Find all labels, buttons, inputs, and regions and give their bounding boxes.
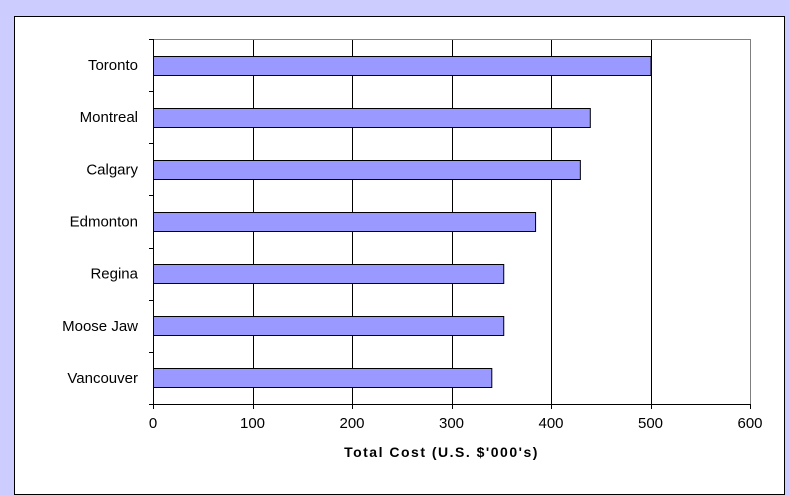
y-tick-label: Vancouver (67, 370, 138, 387)
x-axis-label: Total Cost (U.S. $'000's) (344, 444, 539, 460)
x-tick-label: 100 (240, 415, 265, 432)
bar-toronto (153, 56, 652, 76)
chart-area: Toronto Montreal Calgary Edmonton Regina Moos… (14, 16, 785, 495)
x-tick-label: 500 (638, 415, 663, 432)
bar-chart: Toronto Montreal Calgary Edmonton Regina Moos… (62, 39, 763, 460)
x-tick-label: 600 (737, 415, 762, 432)
x-tick-label: 0 (149, 415, 157, 432)
x-tick-labels: 0 100 200 300 400 500 600 (149, 415, 763, 432)
y-tick-labels: Toronto Montreal Calgary Edmonton Regina Moos… (62, 57, 139, 387)
bar-moose-jaw (153, 316, 505, 336)
x-tick-label: 200 (339, 415, 364, 432)
axes (149, 39, 751, 409)
y-tick-label: Montreal (80, 109, 138, 126)
y-tick-label: Calgary (86, 161, 138, 178)
chart-frame: Toronto Montreal Calgary Edmonton Regina Moos… (4, 4, 785, 495)
x-tick-label: 400 (538, 415, 563, 432)
bar-calgary (153, 160, 581, 180)
y-tick-label: Toronto (88, 57, 138, 74)
bars (153, 56, 652, 388)
y-tick-label: Moose Jaw (62, 318, 138, 335)
bar-regina (153, 264, 505, 284)
y-tick-label: Edmonton (70, 214, 138, 231)
bar-edmonton (153, 212, 537, 232)
y-tick-label: Regina (90, 266, 138, 283)
bar-montreal (153, 108, 591, 128)
x-tick-label: 300 (439, 415, 464, 432)
bar-vancouver (153, 368, 493, 388)
